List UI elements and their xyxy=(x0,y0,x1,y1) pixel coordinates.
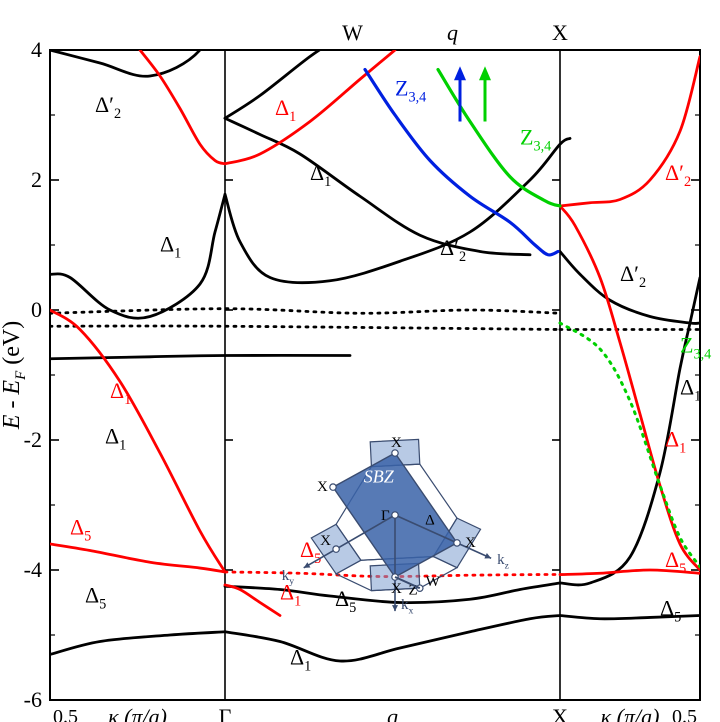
band-label: Δ1 xyxy=(160,232,181,262)
y-tick-label: 2 xyxy=(31,167,42,192)
band-label: Δ1 xyxy=(665,427,686,457)
band-label: Z3,4 xyxy=(680,332,711,362)
band-label: Δ′2 xyxy=(620,261,646,291)
spin-arrow-head xyxy=(454,66,466,80)
band-label: Δ1 xyxy=(680,375,701,405)
band-label: Δ1 xyxy=(290,644,311,674)
x-tick-label: 0.5 xyxy=(672,706,697,722)
bz-point-label: X xyxy=(391,581,402,597)
band-label: Z3,4 xyxy=(520,124,551,154)
band-label: Δ1 xyxy=(110,378,131,408)
y-tick-label: -6 xyxy=(24,687,42,712)
x-axis-label: q xyxy=(387,704,398,722)
bz-point xyxy=(330,484,336,490)
band-curve xyxy=(50,326,560,329)
spin-arrow-head xyxy=(479,66,491,80)
band-label: kx xyxy=(401,597,414,616)
y-axis-title: E - EF (eV) xyxy=(0,321,29,430)
band-label: Δ′2 xyxy=(665,160,691,190)
bz-point-label: X xyxy=(391,435,402,451)
y-tick-label: 4 xyxy=(31,37,42,62)
bz-point-label: X xyxy=(317,479,328,495)
plot-frame xyxy=(50,50,700,700)
band-curve xyxy=(50,309,560,314)
bz-point-label: W xyxy=(426,574,441,590)
band-curve xyxy=(140,50,225,164)
band-label: Δ5 xyxy=(85,583,106,613)
bz-point-label: Δ xyxy=(425,512,435,528)
x-sym-label: X xyxy=(552,704,568,722)
band-curve xyxy=(50,0,225,76)
top-label: X xyxy=(552,20,568,45)
y-tick-label: -2 xyxy=(24,427,42,452)
bz-point xyxy=(333,546,339,552)
band-label: Δ′2 xyxy=(95,92,121,122)
band-curve xyxy=(225,616,560,662)
bz-point-label: X xyxy=(465,535,476,551)
band-label: Δ′2 xyxy=(440,235,466,265)
x-axis-label: κ (π/a) xyxy=(108,704,167,722)
band-label: Δ1 xyxy=(310,160,331,190)
x-sym-label: Γ xyxy=(219,704,232,722)
top-label: W xyxy=(342,20,363,45)
band-curve xyxy=(225,50,395,164)
bz-point-label: X xyxy=(320,533,331,549)
band-curve xyxy=(50,194,225,318)
band-label: Δ5 xyxy=(70,514,91,544)
bz-axis-head xyxy=(484,553,492,561)
band-label: Δ1 xyxy=(105,423,126,453)
bz-axis-head xyxy=(392,605,398,611)
sbz-label: SBZ xyxy=(364,467,395,487)
bz-point xyxy=(392,512,398,518)
band-label: Δ5 xyxy=(660,596,681,626)
band-label: Δ1 xyxy=(275,95,296,125)
band-curve xyxy=(225,138,570,282)
top-label: q xyxy=(447,20,458,45)
x-axis-label: κ (π/a) xyxy=(601,704,660,722)
band-label: Z3,4 xyxy=(395,76,426,106)
band-curve xyxy=(225,118,530,255)
y-tick-label: 0 xyxy=(31,297,42,322)
bz-inset: kzkykxΓXXXXXWZΔSBZ xyxy=(282,435,510,616)
band-curve xyxy=(50,632,225,655)
band-curve xyxy=(50,355,350,358)
bz-axis-head xyxy=(302,562,310,570)
x-tick-label: 0.5 xyxy=(53,706,78,722)
band-label: Δ5 xyxy=(335,586,356,616)
bz-point xyxy=(454,540,460,546)
band-label: kz xyxy=(497,552,510,571)
y-tick-label: -4 xyxy=(24,557,42,582)
band-curve xyxy=(50,544,225,572)
bz-point-label: Γ xyxy=(381,508,390,524)
